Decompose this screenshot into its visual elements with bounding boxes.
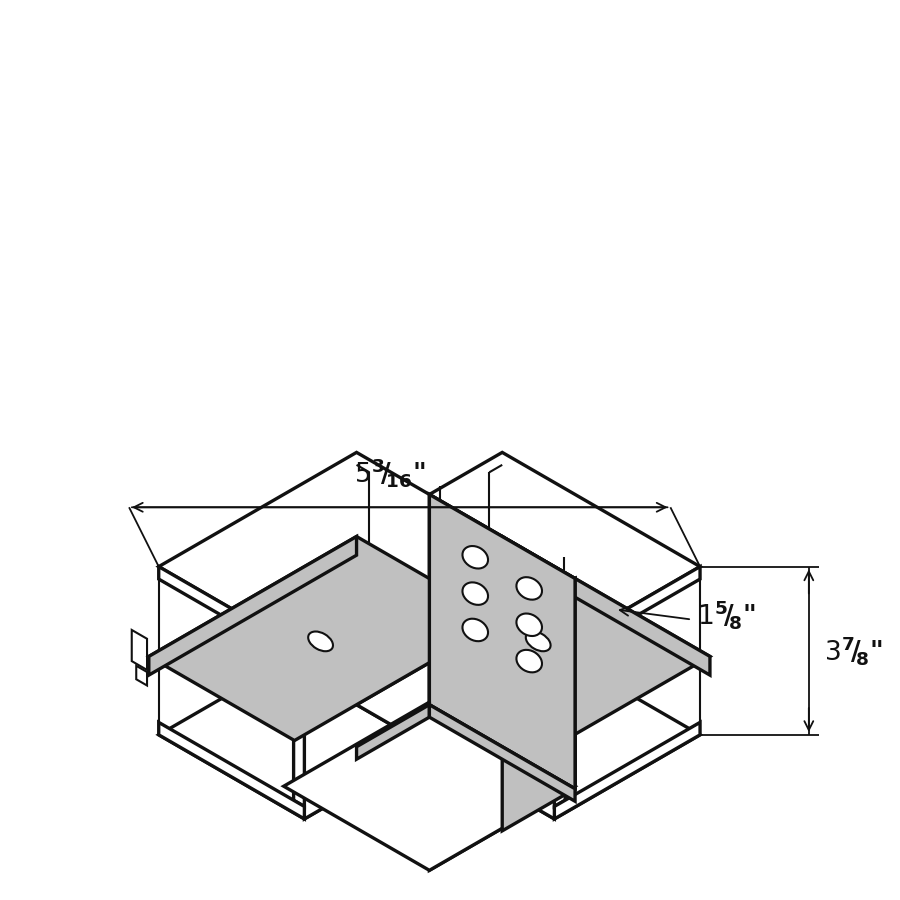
Polygon shape xyxy=(554,567,700,663)
Polygon shape xyxy=(429,494,575,788)
Ellipse shape xyxy=(517,650,542,672)
Text: $1\mathregular{^5\!/\!_8}$": $1\mathregular{^5\!/\!_8}$" xyxy=(697,598,756,631)
Polygon shape xyxy=(502,536,710,675)
Polygon shape xyxy=(136,666,147,686)
Polygon shape xyxy=(304,536,502,819)
Ellipse shape xyxy=(517,614,542,636)
Polygon shape xyxy=(356,536,710,741)
Polygon shape xyxy=(158,621,502,819)
Ellipse shape xyxy=(463,546,488,569)
Ellipse shape xyxy=(463,618,488,641)
Polygon shape xyxy=(356,453,700,651)
Polygon shape xyxy=(429,494,575,787)
Polygon shape xyxy=(158,567,304,663)
Ellipse shape xyxy=(463,582,488,605)
Ellipse shape xyxy=(308,632,333,652)
Polygon shape xyxy=(356,621,700,819)
Ellipse shape xyxy=(517,577,542,599)
Polygon shape xyxy=(158,723,304,819)
Polygon shape xyxy=(148,536,356,675)
Polygon shape xyxy=(429,579,575,870)
Polygon shape xyxy=(148,536,502,741)
Text: $3\mathregular{^7\!/\!_8}$": $3\mathregular{^7\!/\!_8}$" xyxy=(824,634,883,667)
Polygon shape xyxy=(554,723,700,819)
Polygon shape xyxy=(356,536,554,819)
Polygon shape xyxy=(429,705,575,801)
Polygon shape xyxy=(158,453,502,651)
Polygon shape xyxy=(293,657,304,806)
Polygon shape xyxy=(502,579,575,831)
Polygon shape xyxy=(356,705,429,760)
Polygon shape xyxy=(554,657,565,806)
Ellipse shape xyxy=(526,632,551,652)
Polygon shape xyxy=(131,630,147,670)
Text: $5\mathregular{^3\!/\!_{16}}$": $5\mathregular{^3\!/\!_{16}}$" xyxy=(354,456,426,490)
Polygon shape xyxy=(284,702,575,870)
